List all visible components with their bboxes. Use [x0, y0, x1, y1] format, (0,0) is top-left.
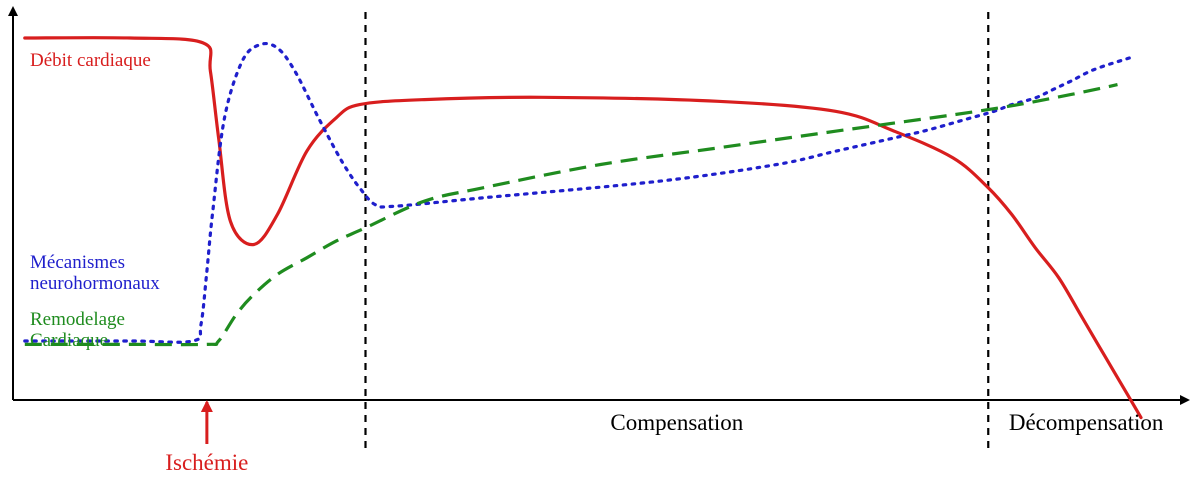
series-line-0: [23, 36, 1143, 420]
series-label-line: Remodelage: [30, 309, 125, 330]
series-label-line: Mécanismes: [30, 252, 125, 273]
phase-label-compensation: Compensation: [610, 410, 743, 435]
series-layer: [23, 36, 1143, 420]
series-label-line: neurohormonaux: [30, 273, 160, 294]
series-label-2: Remodelage Cardiaque: [30, 309, 125, 351]
phase-label-decompensation: Décompensation: [1009, 410, 1164, 435]
series-label-1: Mécanismes neurohormonaux: [30, 252, 160, 294]
series-label-line: Débit cardiaque: [30, 50, 151, 71]
series-line-2: [24, 83, 1118, 347]
phase-boundaries: [364, 12, 990, 448]
ischemie-label: Ischémie: [165, 450, 248, 475]
labels-layer: Débit cardiaque Mécanismes neurohormonaux R…: [30, 50, 160, 351]
series-line-1: [23, 41, 1131, 344]
series-label-0: Débit cardiaque: [30, 50, 151, 71]
series-label-line: Cardiaque: [30, 330, 108, 351]
event-marker: Ischémie: [165, 400, 248, 475]
